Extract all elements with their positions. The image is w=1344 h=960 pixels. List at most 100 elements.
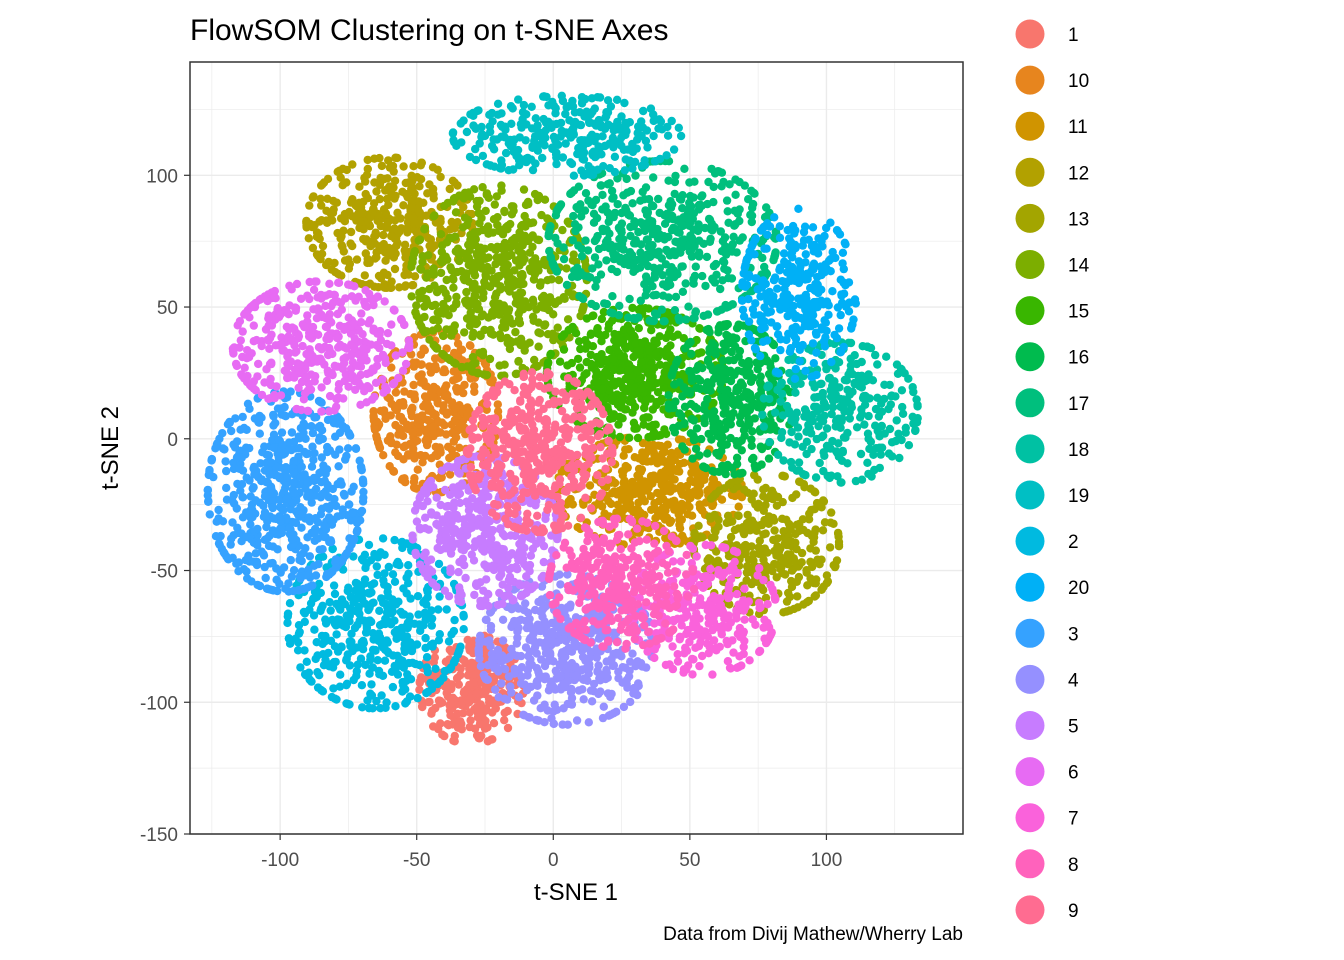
point — [442, 275, 451, 285]
point — [393, 451, 403, 461]
point — [499, 303, 508, 313]
point — [857, 410, 867, 419]
point — [628, 398, 637, 407]
point — [369, 579, 379, 588]
point — [624, 260, 634, 270]
point — [732, 324, 742, 333]
point — [778, 569, 787, 578]
point — [428, 326, 438, 335]
point — [427, 621, 436, 630]
point — [579, 148, 589, 157]
point — [305, 201, 314, 210]
point — [447, 647, 456, 656]
point — [551, 109, 560, 118]
point — [460, 656, 469, 665]
point — [511, 327, 520, 337]
point — [784, 406, 794, 416]
point — [709, 407, 719, 416]
point — [541, 320, 550, 329]
point — [449, 658, 459, 667]
point — [741, 540, 750, 550]
point — [678, 442, 687, 451]
point — [719, 393, 729, 402]
point — [628, 164, 637, 173]
point — [407, 179, 416, 188]
point — [472, 196, 481, 206]
point — [436, 446, 445, 455]
point — [489, 299, 498, 308]
point — [574, 182, 583, 191]
point — [535, 281, 545, 290]
point — [434, 316, 443, 325]
point — [625, 294, 634, 304]
point — [379, 451, 388, 460]
point — [541, 118, 551, 127]
point — [451, 208, 461, 217]
point — [640, 280, 649, 289]
point — [786, 457, 796, 467]
point — [913, 402, 922, 411]
point — [649, 291, 658, 300]
point — [451, 433, 461, 442]
point — [724, 367, 733, 377]
point — [569, 211, 578, 221]
point — [699, 311, 708, 321]
point — [726, 376, 736, 386]
point — [445, 470, 455, 479]
point — [415, 677, 425, 686]
point — [885, 424, 895, 434]
point — [488, 311, 498, 320]
point — [486, 377, 495, 387]
point — [685, 178, 694, 187]
point — [827, 508, 836, 517]
point — [486, 161, 495, 170]
point — [820, 342, 830, 351]
point — [413, 592, 423, 601]
point — [413, 693, 422, 703]
point — [716, 433, 726, 443]
point — [650, 309, 660, 318]
point — [740, 181, 749, 190]
point — [619, 145, 629, 154]
point — [703, 355, 713, 364]
point — [471, 144, 480, 154]
point — [377, 161, 387, 171]
point — [840, 238, 849, 247]
point — [571, 117, 580, 127]
point — [723, 511, 733, 520]
point — [549, 310, 558, 319]
point — [791, 334, 801, 344]
point — [618, 396, 627, 406]
point — [634, 324, 643, 333]
point — [585, 481, 595, 490]
point — [725, 180, 734, 189]
point — [524, 236, 533, 246]
point — [675, 316, 684, 325]
point — [368, 704, 377, 713]
point — [322, 216, 331, 225]
point — [670, 475, 679, 484]
point — [313, 668, 322, 677]
point — [817, 585, 827, 594]
point — [616, 253, 625, 263]
point — [365, 616, 375, 625]
point — [887, 452, 897, 461]
point — [603, 180, 612, 189]
point — [802, 437, 812, 446]
point — [565, 325, 574, 334]
point — [395, 424, 404, 433]
point — [470, 382, 479, 391]
point — [602, 256, 611, 265]
point — [562, 128, 571, 138]
point — [657, 125, 667, 134]
point — [578, 97, 587, 107]
point — [423, 189, 432, 198]
point — [370, 282, 379, 291]
point — [562, 264, 571, 273]
point — [651, 349, 661, 358]
point — [422, 600, 431, 609]
point — [822, 571, 832, 580]
point — [904, 441, 914, 450]
point — [657, 480, 667, 489]
point — [664, 232, 673, 242]
